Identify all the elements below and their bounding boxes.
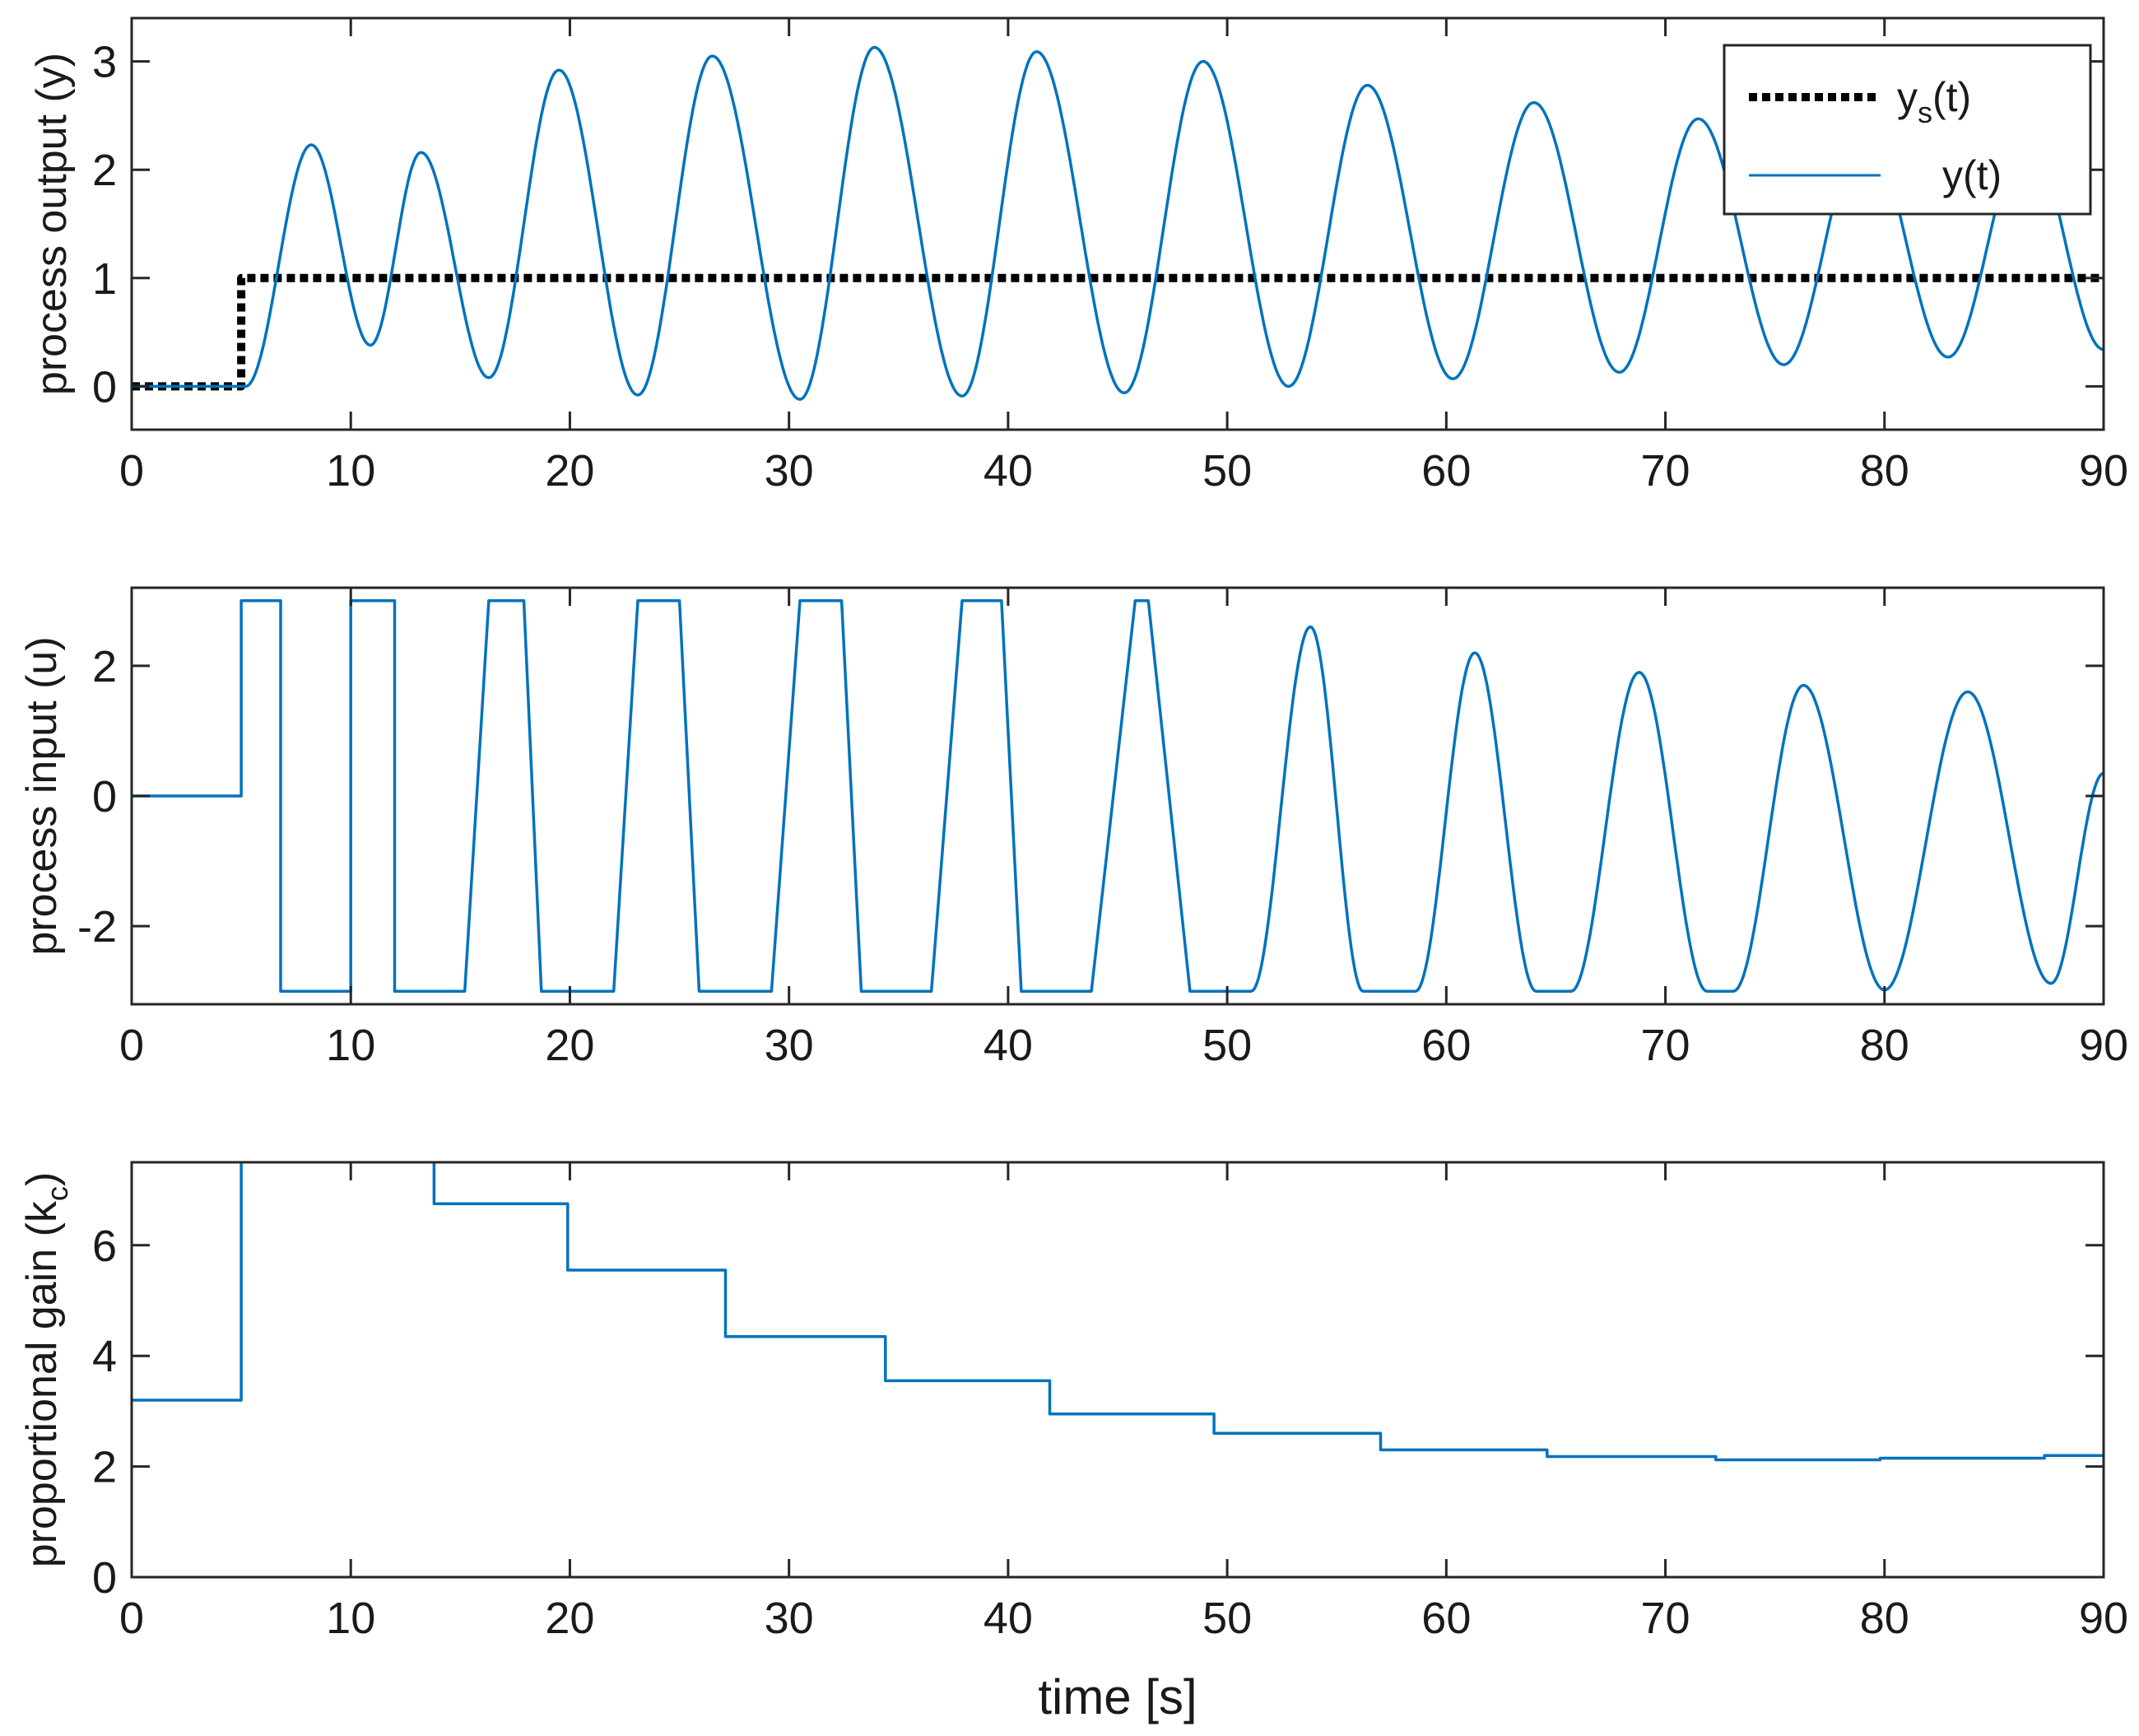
output-xtick-label: 10 — [326, 446, 375, 496]
output-xtick-label: 30 — [765, 446, 814, 496]
gain-axes-box — [130, 1161, 2105, 1579]
input-xtick-label: 70 — [1641, 1021, 1690, 1070]
gain-ytick-label: 6 — [92, 1222, 117, 1271]
output-xtick-label: 40 — [983, 446, 1033, 496]
gain-xtick-label: 60 — [1421, 1594, 1471, 1643]
input-xtick-label: 90 — [2079, 1021, 2128, 1070]
input-xtick-label: 10 — [326, 1021, 375, 1070]
output-xtick-label: 90 — [2079, 446, 2128, 496]
output-ytick-label: 2 — [92, 146, 117, 195]
input-axes-box — [130, 586, 2105, 1006]
output-series-y-t — [132, 45, 2104, 401]
legend-box — [1723, 44, 2092, 216]
panel-proportional-gain: 0 10 20 30 40 50 60 70 80 90 0 2 4 6 proportional gai… — [18, 1161, 2128, 1724]
output-series-layer — [132, 45, 2104, 401]
gain-xtick-label: 70 — [1641, 1594, 1690, 1643]
input-xtick-label: 50 — [1202, 1021, 1252, 1070]
input-series-u-t — [132, 599, 2104, 993]
gain-ytick-label: 2 — [92, 1443, 117, 1492]
gain-xtick-label: 80 — [1860, 1594, 1909, 1643]
output-xtick-label: 50 — [1202, 446, 1252, 496]
input-xtick-label: 60 — [1421, 1021, 1471, 1070]
output-axes-box — [130, 16, 2105, 431]
output-ytick-label: 3 — [92, 38, 117, 87]
output-ylabel: process output (y) — [28, 53, 76, 395]
input-xtick-label: 80 — [1860, 1021, 1909, 1070]
input-ytick-label: 2 — [92, 642, 117, 691]
panel-process-output: 0 10 20 30 40 50 60 70 80 90 0 1 2 3 process output (… — [28, 16, 2128, 496]
input-xtick-label: 20 — [545, 1021, 594, 1070]
gain-series-k-c-t — [132, 1162, 2104, 1462]
legend-ys-label: ys(t) — [1897, 74, 1971, 129]
gain-xtick-label: 10 — [326, 1594, 375, 1643]
gain-xtick-label: 30 — [765, 1594, 814, 1643]
output-xtick-label: 0 — [119, 446, 144, 496]
input-series-layer — [132, 599, 2104, 993]
gain-series-layer — [132, 1162, 2104, 1462]
gain-ytick-label: 4 — [92, 1332, 117, 1381]
gain-ytick-label: 0 — [92, 1553, 117, 1603]
legend-y-label: y(t) — [1942, 152, 2002, 198]
output-xtick-label: 70 — [1641, 446, 1690, 496]
input-xtick-label: 0 — [119, 1021, 144, 1070]
input-xtick-label: 40 — [983, 1021, 1033, 1070]
gain-xlabel: time [s] — [1038, 1669, 1197, 1724]
output-xtick-label: 80 — [1860, 446, 1909, 496]
input-ylabel: process input (u) — [18, 636, 66, 955]
gain-xtick-label: 90 — [2079, 1594, 2128, 1643]
output-xtick-label: 20 — [545, 446, 594, 496]
gain-ticks-layer: 0 10 20 30 40 50 60 70 80 90 0 2 4 6 — [92, 1162, 2128, 1643]
gain-xtick-label: 50 — [1202, 1594, 1252, 1643]
output-ticks-layer: 0 10 20 30 40 50 60 70 80 90 0 1 2 3 — [92, 18, 2128, 496]
input-ytick-label: -2 — [77, 902, 117, 952]
panel-process-input: 0 10 20 30 40 50 60 70 80 90 -2 0 2 process input (u… — [18, 586, 2128, 1070]
input-ytick-label: 0 — [92, 772, 117, 821]
output-series-y-s-t — [132, 273, 2104, 391]
output-ytick-label: 0 — [92, 362, 117, 412]
legend: ys(t) y(t) — [1723, 44, 2092, 216]
output-xtick-label: 60 — [1421, 446, 1471, 496]
gain-xtick-label: 40 — [983, 1594, 1033, 1643]
output-ytick-label: 1 — [92, 254, 117, 304]
input-ticks-layer: 0 10 20 30 40 50 60 70 80 90 -2 0 2 — [77, 588, 2128, 1070]
input-xtick-label: 30 — [765, 1021, 814, 1070]
gain-ylabel: proportional gain (kc) — [18, 1172, 74, 1567]
gain-xtick-label: 0 — [119, 1594, 144, 1643]
gain-xtick-label: 20 — [545, 1594, 594, 1643]
